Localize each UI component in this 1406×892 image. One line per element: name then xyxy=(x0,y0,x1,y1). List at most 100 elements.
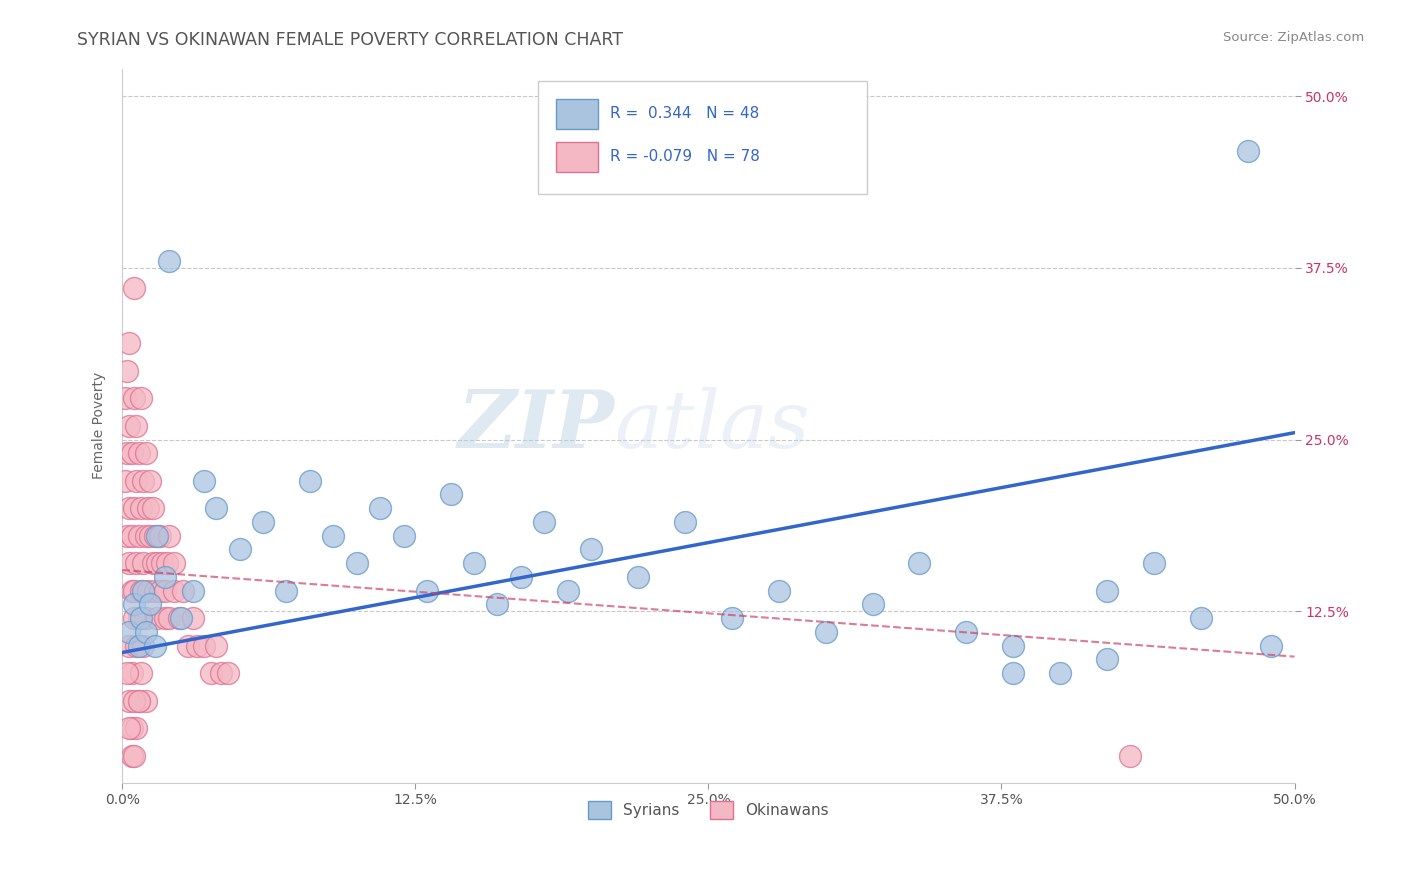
Point xyxy=(157,611,180,625)
Point xyxy=(509,570,531,584)
Point xyxy=(163,556,186,570)
Point xyxy=(1002,639,1025,653)
Point xyxy=(125,418,148,433)
Point xyxy=(136,501,159,516)
Point xyxy=(181,611,204,625)
Point xyxy=(128,611,150,625)
Point xyxy=(721,611,744,625)
Point xyxy=(135,693,157,707)
Point xyxy=(673,515,696,529)
Point xyxy=(115,446,138,460)
Point xyxy=(142,556,165,570)
Point xyxy=(156,556,179,570)
Point xyxy=(172,583,194,598)
Point xyxy=(298,474,321,488)
Point xyxy=(129,501,152,516)
Point xyxy=(139,474,162,488)
Point xyxy=(139,529,162,543)
Point xyxy=(132,556,155,570)
Point xyxy=(205,501,228,516)
Point xyxy=(114,474,136,488)
Point xyxy=(129,611,152,625)
Point xyxy=(132,639,155,653)
Point xyxy=(135,446,157,460)
Point xyxy=(177,639,200,653)
Point xyxy=(768,583,790,598)
Point xyxy=(114,392,136,406)
Point xyxy=(115,529,138,543)
Point xyxy=(217,666,239,681)
Point xyxy=(132,583,155,598)
Point xyxy=(205,639,228,653)
Point xyxy=(118,639,141,653)
Point xyxy=(153,570,176,584)
Text: atlas: atlas xyxy=(614,387,810,465)
Point xyxy=(136,583,159,598)
Point xyxy=(1002,666,1025,681)
Point xyxy=(122,598,145,612)
Point xyxy=(557,583,579,598)
Point xyxy=(125,556,148,570)
Point xyxy=(1095,583,1118,598)
Point xyxy=(121,583,143,598)
Point xyxy=(135,624,157,639)
Point xyxy=(122,748,145,763)
Point xyxy=(115,364,138,378)
Y-axis label: Female Poverty: Female Poverty xyxy=(93,372,107,479)
Point xyxy=(157,529,180,543)
Point xyxy=(128,446,150,460)
Point xyxy=(346,556,368,570)
Point xyxy=(149,529,172,543)
Point xyxy=(322,529,344,543)
Text: SYRIAN VS OKINAWAN FEMALE POVERTY CORRELATION CHART: SYRIAN VS OKINAWAN FEMALE POVERTY CORREL… xyxy=(77,31,623,49)
Point xyxy=(193,474,215,488)
Point xyxy=(128,693,150,707)
Point xyxy=(209,666,232,681)
Point xyxy=(128,693,150,707)
Point xyxy=(122,611,145,625)
Point xyxy=(118,501,141,516)
Point xyxy=(122,501,145,516)
Point xyxy=(128,639,150,653)
Point xyxy=(862,598,884,612)
Point xyxy=(122,583,145,598)
Point xyxy=(146,556,169,570)
Point xyxy=(118,693,141,707)
Point xyxy=(181,583,204,598)
Point xyxy=(129,666,152,681)
Point xyxy=(150,556,173,570)
Point xyxy=(125,721,148,735)
Point xyxy=(139,598,162,612)
Point xyxy=(142,501,165,516)
Point xyxy=(121,446,143,460)
Point xyxy=(118,336,141,351)
Point xyxy=(121,721,143,735)
Point xyxy=(1143,556,1166,570)
Point xyxy=(122,281,145,295)
Point xyxy=(157,253,180,268)
Point xyxy=(143,583,166,598)
Point xyxy=(122,392,145,406)
Text: R = -0.079   N = 78: R = -0.079 N = 78 xyxy=(610,149,759,164)
Point xyxy=(128,529,150,543)
Point xyxy=(1049,666,1071,681)
Point xyxy=(118,418,141,433)
Point xyxy=(118,721,141,735)
Point xyxy=(122,693,145,707)
Text: R =  0.344   N = 48: R = 0.344 N = 48 xyxy=(610,106,759,121)
Point xyxy=(533,515,555,529)
Point xyxy=(135,611,157,625)
Point xyxy=(416,583,439,598)
Point xyxy=(135,529,157,543)
Point xyxy=(392,529,415,543)
Point xyxy=(125,474,148,488)
Point xyxy=(955,624,977,639)
Point xyxy=(132,474,155,488)
Point xyxy=(121,748,143,763)
Point xyxy=(228,542,250,557)
Point xyxy=(163,583,186,598)
Point xyxy=(121,666,143,681)
Text: Source: ZipAtlas.com: Source: ZipAtlas.com xyxy=(1223,31,1364,45)
Point xyxy=(170,611,193,625)
Point xyxy=(129,392,152,406)
